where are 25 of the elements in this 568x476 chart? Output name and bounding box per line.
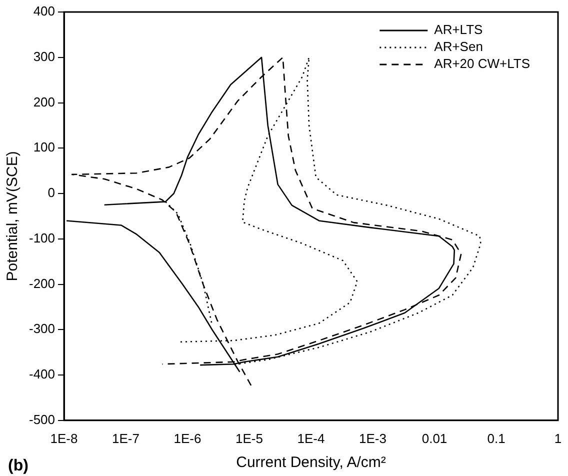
x-tick-label: 1E-4 — [297, 430, 325, 446]
y-tick-label: 200 — [33, 94, 56, 110]
x-tick-label: 1 — [554, 430, 562, 446]
x-tick-label: 0.01 — [422, 430, 448, 446]
y-tick-label: 300 — [33, 48, 56, 64]
y-tick-label: 100 — [33, 140, 56, 155]
legend-label: AR+Sen — [434, 39, 483, 54]
x-tick-label: 0.1 — [487, 430, 506, 446]
legend-label: AR+20 CW+LTS — [434, 56, 530, 72]
x-tick-label: 1E-8 — [50, 430, 78, 446]
x-tick-label: 1E-3 — [359, 430, 386, 446]
y-axis-title: Potential, mV(SCE) — [4, 151, 22, 282]
y-tick-label: -300 — [28, 321, 56, 336]
y-tick-label: -500 — [28, 412, 56, 427]
y-tick-label: -100 — [28, 230, 56, 246]
legend-label: AR+LTS — [434, 22, 484, 38]
y-tick-label: 400 — [33, 4, 56, 19]
y-tick-label: -400 — [28, 366, 56, 382]
y-tick-label: -200 — [28, 276, 56, 291]
x-tick-label: 1E-5 — [236, 430, 263, 446]
x-axis-title: Current Density, A/cm² — [236, 454, 386, 472]
y-tick-label: 0 — [48, 185, 56, 200]
x-tick-label: 1E-7 — [112, 430, 140, 446]
text: (b) — [8, 457, 28, 474]
x-tick-label: 1E-6 — [174, 430, 202, 446]
